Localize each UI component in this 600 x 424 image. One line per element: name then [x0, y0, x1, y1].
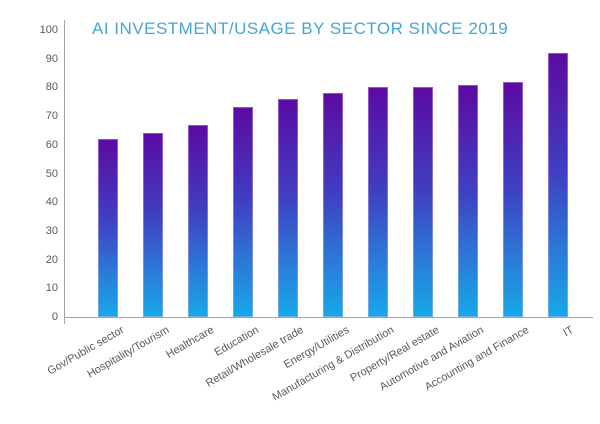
- bar: [548, 53, 568, 317]
- y-tick-label: 10: [45, 282, 58, 294]
- bar: [278, 99, 298, 317]
- bar: [413, 87, 433, 317]
- y-tick-label: 70: [45, 110, 58, 122]
- y-tick-label: 30: [45, 225, 58, 237]
- x-axis-line: [64, 317, 593, 318]
- bar: [458, 85, 478, 317]
- bar: [503, 82, 523, 317]
- y-tick-label: 100: [39, 24, 58, 36]
- bar: [233, 107, 253, 317]
- y-axis-line: [64, 20, 65, 324]
- x-category-label: IT: [561, 324, 576, 340]
- chart-title: AI INVESTMENT/USAGE BY SECTOR SINCE 2019: [92, 19, 509, 38]
- y-tick-label: 60: [45, 139, 58, 151]
- x-category-label: Healthcare: [163, 324, 216, 361]
- bar: [98, 139, 118, 317]
- x-category-label: Hospitality/Tourism: [85, 324, 171, 381]
- bar: [368, 87, 388, 317]
- bar: [188, 125, 208, 317]
- y-tick-label: 0: [51, 311, 58, 323]
- y-tick-label: 40: [45, 196, 58, 208]
- y-tick-label: 80: [45, 81, 58, 93]
- bar: [323, 93, 343, 317]
- y-tick-label: 90: [45, 53, 58, 65]
- y-tick-label: 20: [45, 254, 58, 266]
- y-tick-label: 50: [45, 168, 58, 180]
- bar: [143, 133, 163, 317]
